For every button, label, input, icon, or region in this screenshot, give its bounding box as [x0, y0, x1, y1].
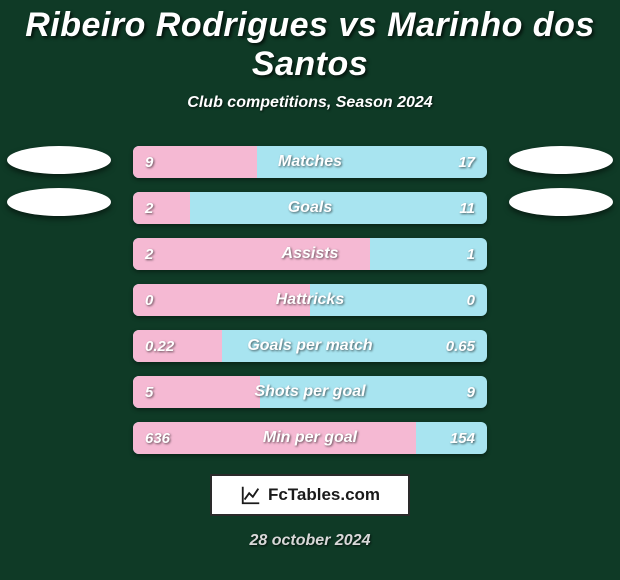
comparison-infographic: Ribeiro Rodrigues vs Marinho dos Santos … [0, 0, 620, 580]
page-title: Ribeiro Rodrigues vs Marinho dos Santos [0, 6, 620, 84]
stat-label: Matches [133, 146, 487, 178]
chart-icon [240, 484, 262, 506]
stat-label: Goals per match [133, 330, 487, 362]
stat-row: 0.22Goals per match0.65 [133, 330, 487, 362]
stat-value-right: 9 [467, 376, 475, 408]
stat-label: Shots per goal [133, 376, 487, 408]
stat-row: 9Matches17 [133, 146, 487, 178]
team-logo-placeholder [509, 146, 613, 174]
team-logos-right [506, 146, 616, 216]
stat-value-right: 17 [458, 146, 475, 178]
stat-label: Assists [133, 238, 487, 270]
team-logos-left [4, 146, 114, 216]
stat-row: 0Hattricks0 [133, 284, 487, 316]
chart-area: 9Matches172Goals112Assists10Hattricks00.… [0, 146, 620, 454]
stat-value-right: 1 [467, 238, 475, 270]
stat-row: 5Shots per goal9 [133, 376, 487, 408]
brand-badge: FcTables.com [210, 474, 410, 516]
stat-value-right: 154 [450, 422, 475, 454]
footer-date: 28 october 2024 [0, 532, 620, 550]
stat-label: Min per goal [133, 422, 487, 454]
brand-text: FcTables.com [268, 485, 380, 505]
comparison-bars: 9Matches172Goals112Assists10Hattricks00.… [133, 146, 487, 454]
stat-value-right: 0.65 [446, 330, 475, 362]
team-logo-placeholder [509, 188, 613, 216]
stat-row: 2Goals11 [133, 192, 487, 224]
team-logo-placeholder [7, 188, 111, 216]
stat-label: Hattricks [133, 284, 487, 316]
team-logo-placeholder [7, 146, 111, 174]
stat-row: 2Assists1 [133, 238, 487, 270]
stat-value-right: 0 [467, 284, 475, 316]
stat-row: 636Min per goal154 [133, 422, 487, 454]
subtitle: Club competitions, Season 2024 [0, 94, 620, 112]
stat-value-right: 11 [459, 192, 475, 224]
stat-label: Goals [133, 192, 487, 224]
